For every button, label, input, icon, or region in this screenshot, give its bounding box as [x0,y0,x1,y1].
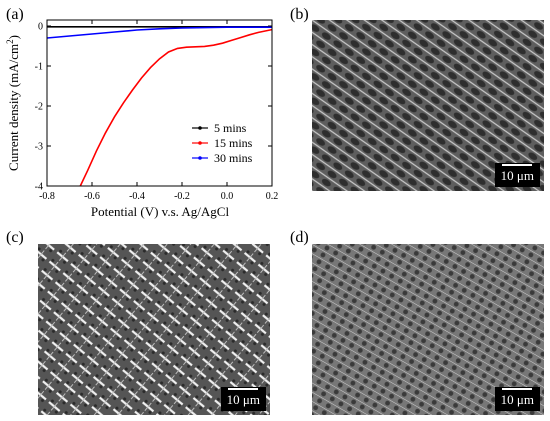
sem-texture-b [312,20,544,191]
legend-marker-1 [198,141,202,145]
sem-texture-d [312,244,544,415]
sem-texture-c [38,244,270,415]
scale-bar-b: 10 μm [494,163,540,187]
legend-marker-2 [198,156,202,160]
chart-y-axis-label-end: ) [6,35,21,39]
scale-bar-d: 10 μm [494,387,540,411]
series-line-1 [79,28,272,186]
sem-image-b: 10 μm [312,20,544,191]
plot-frame [46,19,273,187]
y-tick-label-3: -3 [35,142,43,153]
scale-bar-c-label: 10 μm [226,392,260,407]
legend-marker-0 [198,126,202,130]
x-tick-label-2: -0.4 [129,191,145,202]
x-tick-label-1: -0.6 [84,191,100,202]
chart-y-axis-label: Current density (mA/cm2) [5,35,21,171]
panel-label-c: (c) [6,229,24,246]
series-line-2 [47,26,272,39]
scale-bar-c: 10 μm [220,387,266,411]
chart-y-axis-label-main: Current density (mA/cm [6,44,21,171]
sem-image-c: 10 μm [38,244,270,415]
x-tick-label-4: 0.0 [221,191,234,202]
y-tick-label-4: -4 [35,182,43,193]
x-tick-label-0: -0.8 [39,191,55,202]
x-tick-label-3: -0.2 [174,191,190,202]
panel-label-b: (b) [290,6,309,23]
y-tick-label-2: -2 [35,102,43,113]
y-tick-label-0: 0 [38,22,43,33]
chart-y-axis-label-sup: 2 [5,39,15,44]
legend-label-1: 15 mins [214,136,253,150]
panel-label-d: (d) [290,229,309,246]
panel-label-a: (a) [6,6,24,23]
scale-bar-b-label: 10 μm [500,168,534,183]
legend-label-2: 30 mins [214,151,253,165]
x-tick-label-5: 0.2 [266,191,279,202]
sem-image-d: 10 μm [312,244,544,415]
legend-label-0: 5 mins [214,121,247,135]
scale-bar-d-label: 10 μm [500,392,534,407]
y-tick-label-1: -1 [35,62,43,73]
chart-x-axis-label: Potential (V) v.s. Ag/AgCl [91,204,230,219]
